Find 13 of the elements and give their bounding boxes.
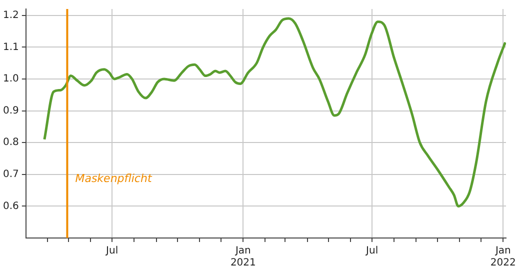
x-tick-label: Jan 2021	[230, 246, 256, 269]
y-tick-label: 1.0	[2, 74, 19, 85]
y-tick-label: 0.9	[2, 105, 19, 116]
y-tick-label: 1.2	[2, 10, 19, 21]
line-series	[43, 17, 506, 208]
x-tick-label: Jul	[365, 246, 378, 257]
ref-line-label: Maskenpflicht	[75, 172, 152, 186]
x-tick-label: Jul	[105, 246, 118, 257]
y-tick-label: 0.8	[2, 137, 19, 148]
y-tick-label: 0.6	[2, 200, 19, 212]
x-tick-label: Jan 2022	[490, 246, 516, 269]
y-tick-label: 1.1	[2, 42, 19, 53]
y-tick-label: 0.7	[2, 168, 19, 180]
